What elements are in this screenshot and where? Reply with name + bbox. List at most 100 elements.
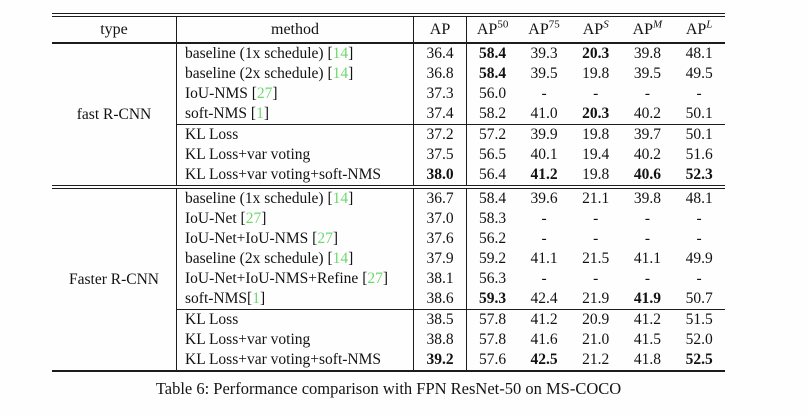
- value-cell: 41.8: [633, 351, 661, 369]
- method-cell: baseline (1x schedule) [14]: [176, 43, 414, 64]
- value-cell: 41.1: [530, 250, 558, 268]
- value-cell: 21.2: [582, 351, 610, 369]
- value-cell: 59.3: [479, 290, 507, 308]
- citation-ref: 14: [332, 65, 349, 83]
- value-cell: 41.2: [621, 309, 674, 330]
- value-cell: 56.2: [479, 230, 507, 248]
- col-header-ap75: AP75: [518, 15, 570, 44]
- value-cell: -: [644, 270, 650, 288]
- value-cell: 56.0: [479, 85, 507, 103]
- method-cell: IoU-Net+IoU-NMS+Refine [27]: [176, 269, 414, 289]
- value-cell: -: [541, 85, 547, 103]
- value-cell: 39.8: [633, 190, 661, 208]
- value-cell: 41.2: [518, 309, 570, 330]
- value-cell: 52.0: [685, 331, 713, 349]
- value-cell: -: [696, 270, 702, 288]
- value-cell: 52.3: [673, 165, 725, 189]
- citation-ref: 1: [252, 290, 260, 308]
- value-cell: 20.3: [582, 45, 610, 63]
- table-row: KL Loss+var voting+soft-NMS 39.2 57.6 42.5 2…: [52, 350, 725, 371]
- method-cell: KL Loss+var voting: [176, 145, 414, 165]
- type-cell: Faster R-CNN: [52, 187, 177, 371]
- method-cell: KL Loss: [176, 124, 414, 145]
- value-cell: 21.0: [582, 331, 610, 349]
- value-cell: 36.7: [413, 187, 467, 209]
- col-header-aps: APS: [569, 15, 622, 44]
- value-cell: 48.1: [685, 45, 713, 63]
- method-cell: IoU-Net [27]: [176, 209, 414, 229]
- value-cell: 39.9: [518, 124, 570, 145]
- table-row: baseline (2x schedule) [14] 37.9 59.2 41.1 2…: [52, 249, 725, 269]
- value-cell: 40.6: [621, 165, 674, 189]
- value-cell: -: [541, 230, 547, 248]
- value-cell: -: [593, 270, 599, 288]
- value-cell: 39.6: [530, 190, 558, 208]
- value-cell: 36.8: [413, 64, 467, 84]
- table-row: IoU-Net+IoU-NMS+Refine [27] 38.1 56.3 - - - -: [52, 269, 725, 289]
- value-cell: 58.4: [479, 190, 507, 208]
- col-header-apm: APM: [621, 15, 674, 44]
- value-cell: 42.4: [530, 290, 558, 308]
- value-cell: -: [644, 210, 650, 228]
- citation-ref: 27: [245, 210, 262, 228]
- value-cell: 50.1: [685, 105, 713, 123]
- method-cell: IoU-NMS [27]: [176, 84, 414, 104]
- value-cell: 41.2: [518, 165, 570, 189]
- col-header-method: method: [176, 15, 414, 44]
- value-cell: -: [696, 230, 702, 248]
- table-row: Faster R-CNN baseline (1x schedule) [14] 3…: [52, 187, 725, 371]
- value-cell: -: [593, 85, 599, 103]
- table-row: KL Loss+var voting+soft-NMS 38.0 56.4 41.2 1…: [52, 165, 725, 189]
- method-cell: baseline (2x schedule) [14]: [176, 249, 414, 269]
- value-cell: 20.9: [569, 309, 622, 330]
- method-cell: KL Loss+var voting+soft-NMS: [176, 350, 414, 371]
- value-cell: -: [541, 210, 547, 228]
- value-cell: 41.0: [530, 105, 558, 123]
- citation-ref: 27: [367, 270, 383, 288]
- value-cell: 51.6: [685, 146, 713, 164]
- value-cell: 19.8: [569, 124, 622, 145]
- value-cell: 38.5: [413, 309, 467, 330]
- citation-ref: 14: [332, 45, 349, 63]
- table-row: KL Loss 37.2 57.2 39.9 19.8 39.7 50.1: [52, 124, 725, 145]
- method-cell: soft-NMS [1]: [176, 104, 414, 125]
- method-cell: IoU-Net+IoU-NMS [27]: [176, 229, 414, 249]
- citation-ref: 27: [256, 85, 273, 103]
- value-cell: -: [541, 270, 547, 288]
- col-header-sup: M: [653, 18, 663, 31]
- value-cell: 37.5: [413, 145, 467, 165]
- method-cell: KL Loss+var voting: [176, 330, 414, 350]
- table-row: KL Loss+var voting 38.8 57.8 41.6 21.0 41.5 52…: [52, 330, 725, 350]
- table-body: fast R-CNN baseline (1x schedule) [14] 36.…: [52, 43, 725, 371]
- method-cell: baseline (1x schedule) [14]: [176, 187, 414, 209]
- value-cell: 39.3: [530, 45, 558, 63]
- col-header-ap: AP: [413, 15, 467, 44]
- value-cell: 58.4: [479, 65, 507, 83]
- value-cell: 58.3: [479, 210, 507, 228]
- value-cell: 37.3: [413, 84, 467, 104]
- value-cell: 58.4: [479, 45, 507, 63]
- value-cell: 41.1: [633, 250, 661, 268]
- value-cell: 40.2: [633, 105, 661, 123]
- col-header-type: type: [52, 15, 177, 44]
- value-cell: 19.4: [582, 146, 610, 164]
- table-row: fast R-CNN baseline (1x schedule) [14] 36.…: [52, 43, 725, 189]
- results-table: type method AP AP50 AP75 APS APM APL fast R-CNN…: [52, 13, 725, 372]
- table-row: baseline (2x schedule) [14] 36.8 58.4 39.5 1…: [52, 64, 725, 84]
- value-cell: 39.2: [413, 350, 467, 371]
- col-header-apl: APL: [673, 15, 725, 44]
- table-header: type method AP AP50 AP75 APS APM APL: [52, 15, 725, 44]
- method-cell: soft-NMS[1]: [176, 289, 414, 310]
- value-cell: 21.1: [582, 190, 610, 208]
- value-cell: 57.8: [466, 309, 519, 330]
- citation-ref: 14: [332, 250, 349, 268]
- value-cell: 20.3: [582, 105, 610, 123]
- table-row: IoU-Net [27] 37.0 58.3 - - - -: [52, 209, 725, 229]
- value-cell: 48.1: [685, 190, 713, 208]
- value-cell: 37.2: [413, 124, 467, 145]
- value-cell: 21.9: [582, 290, 610, 308]
- value-cell: 41.6: [530, 331, 558, 349]
- value-cell: 39.5: [530, 65, 558, 83]
- table-row: KL Loss+var voting 37.5 56.5 40.1 19.4 40.2 51…: [52, 145, 725, 165]
- value-cell: 50.7: [685, 290, 713, 308]
